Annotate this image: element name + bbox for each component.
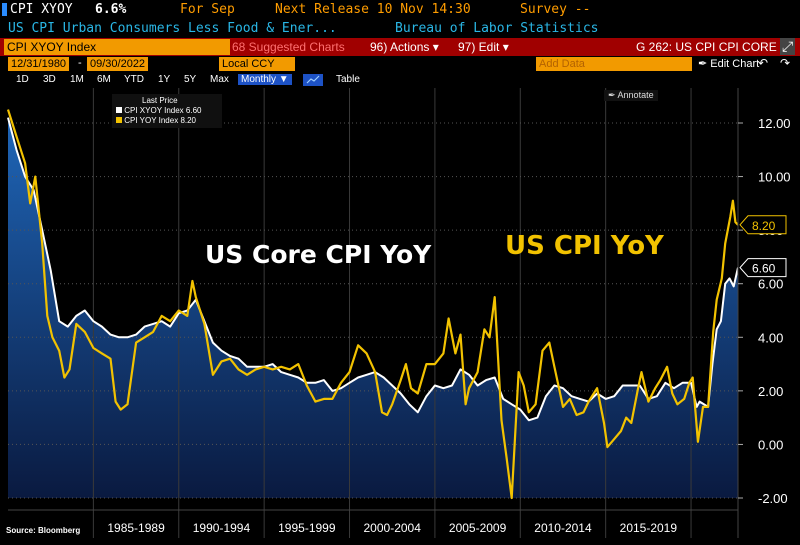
start-date-input[interactable]: 12/31/1980: [8, 57, 70, 71]
end-date-input[interactable]: 09/30/2022: [87, 57, 149, 71]
expand-icon[interactable]: ⤢: [780, 38, 796, 55]
cpi-line: [6, 109, 739, 500]
legend-label-cpi: CPI YOY Index: [124, 116, 179, 125]
undo-icon[interactable]: ↶: [758, 56, 769, 70]
period-ytd[interactable]: YTD: [124, 74, 144, 85]
edit-chart-button[interactable]: ✒ Edit Chart: [698, 58, 760, 70]
axes: 12.0010.008.006.004.002.000.00-2.008.206…: [8, 88, 800, 540]
range-bar: 12/31/1980 - 09/30/2022 Local CCY Add Da…: [0, 56, 800, 72]
period-1y[interactable]: 1Y: [158, 74, 171, 85]
next-release: Next Release 10 Nov 14:30: [275, 2, 471, 17]
description: US CPI Urban Consumers Less Food & Ener.…: [8, 21, 337, 36]
core-cpi-area: [8, 117, 738, 498]
index-name-field[interactable]: CPI XYOY Index: [4, 39, 230, 55]
suggested-charts-button[interactable]: 68 Suggested Charts: [232, 40, 345, 54]
period-max[interactable]: Max: [210, 74, 229, 85]
last-value-tag: 6.60: [739, 258, 787, 278]
actions-menu[interactable]: 96) Actions ▾: [370, 40, 439, 54]
legend-label-core: CPI XYOY Index: [124, 106, 184, 115]
add-data-input[interactable]: Add Data: [536, 57, 692, 71]
currency-select[interactable]: Local CCY: [219, 57, 295, 71]
chart-area: 12.0010.008.006.004.002.000.00-2.008.206…: [0, 88, 800, 545]
series-lines: [6, 109, 739, 500]
chart-type-icon[interactable]: [303, 74, 323, 86]
source-note: Source: Bloomberg: [6, 526, 81, 535]
legend-item: CPI XYOY Index 6.60: [116, 106, 201, 115]
security-header: CPI XYOY 6.6% For Sep Next Release 10 No…: [0, 0, 800, 20]
legend-value-cpi: 8.20: [180, 116, 197, 125]
source-agency: Bureau of Labor Statistics: [395, 21, 599, 36]
legend: Last Price CPI XYOY Index 6.60 CPI YOY I…: [112, 94, 222, 128]
survey: Survey --: [520, 2, 591, 17]
x-tick-label: 2000-2004: [364, 521, 422, 535]
legend-swatch-cpi: [116, 117, 122, 123]
redo-icon[interactable]: ↷: [780, 56, 791, 70]
core-cpi-annotation: US Core CPI YoY: [205, 240, 432, 269]
period-5y[interactable]: 5Y: [184, 74, 197, 85]
legend-item: CPI YOY Index 8.20: [116, 116, 196, 125]
legend-heading: Last Price: [142, 96, 178, 105]
period-1m[interactable]: 1M: [70, 74, 84, 85]
y-tick-label: 6.00: [758, 277, 783, 292]
cpi-annotation: US CPI YoY: [505, 231, 665, 261]
y-axis-panel: [738, 88, 800, 540]
y-tick-label: 12.00: [758, 116, 791, 131]
y-tick-label: 2.00: [758, 384, 783, 399]
range-dash: -: [78, 57, 82, 69]
annotate-button[interactable]: ✒ Annotate: [604, 90, 658, 101]
x-tick-label: 1990-1994: [193, 521, 251, 535]
page-title: G 262: US CPI CPI CORE: [636, 40, 777, 54]
frequency-select[interactable]: Monthly ▼: [238, 74, 292, 85]
ticker[interactable]: CPI XYOY: [10, 2, 73, 17]
last-value-label: 6.60: [752, 262, 776, 276]
last-value-label: 8.20: [752, 219, 776, 233]
cpi-chart: 12.0010.008.006.004.002.000.00-2.008.206…: [6, 88, 800, 545]
legend-swatch-core: [116, 107, 122, 113]
last-value-tag: 8.20: [739, 215, 787, 235]
last-value: 6.6%: [95, 2, 127, 17]
period-1d[interactable]: 1D: [16, 74, 29, 85]
ticker-marker: [2, 3, 7, 16]
last-value-box: [739, 258, 787, 278]
security-description: US CPI Urban Consumers Less Food & Ener.…: [0, 20, 800, 38]
x-tick-label: 2015-2019: [620, 521, 678, 535]
edit-menu[interactable]: 97) Edit ▾: [458, 40, 509, 54]
last-value-box: [739, 215, 787, 235]
period-bar: 1D 3D 1M 6M YTD 1Y 5Y Max Monthly ▼ Tabl…: [0, 72, 800, 88]
y-tick-label: -2.00: [758, 491, 788, 506]
x-tick-label: 1995-1999: [278, 521, 336, 535]
x-tick-label: 2010-2014: [534, 521, 592, 535]
y-tick-label: 10.00: [758, 170, 791, 185]
line-chart-icon: [306, 75, 320, 84]
for-period: For Sep: [180, 2, 235, 17]
x-tick-label: 2005-2009: [449, 521, 507, 535]
y-tick-label: 0.00: [758, 437, 783, 452]
period-6m[interactable]: 6M: [97, 74, 111, 85]
y-tick-label: 4.00: [758, 330, 783, 345]
period-3d[interactable]: 3D: [43, 74, 56, 85]
toolbar: CPI XYOY Index 68 Suggested Charts 96) A…: [0, 38, 800, 56]
core-cpi-fill: [8, 117, 738, 498]
legend-value-core: 6.60: [185, 106, 202, 115]
x-tick-label: 1985-1989: [107, 521, 165, 535]
table-button[interactable]: Table: [336, 74, 360, 85]
